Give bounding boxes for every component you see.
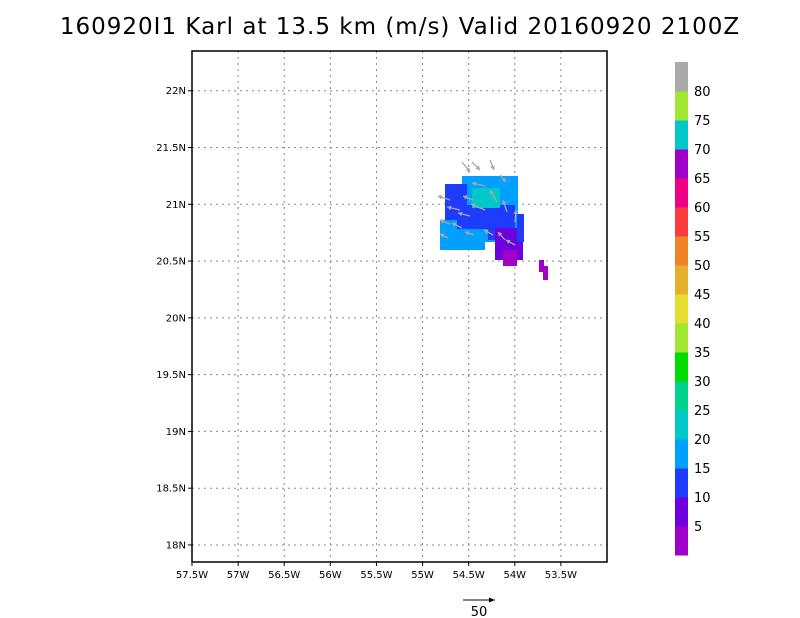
colorbar-label: 65 (694, 172, 711, 187)
lat-tick-label: 20N (166, 313, 186, 324)
colorbar-segment (675, 149, 688, 179)
colorbar-segment (675, 91, 688, 121)
wind-vector-head (465, 167, 470, 172)
lat-tick-label: 20.5N (156, 257, 186, 268)
lon-tick-label: 56.5W (268, 570, 300, 581)
colorbar-label: 15 (694, 462, 711, 477)
wind-vector-head (501, 177, 506, 182)
lon-tick-label: 57.5W (176, 570, 208, 581)
colorbar-label: 60 (694, 201, 711, 216)
colorbar-label: 5 (694, 520, 702, 535)
wind-vector-head (501, 200, 507, 205)
wind-speed-cell (517, 214, 524, 242)
colorbar-segment (675, 294, 688, 324)
lon-tick-label: 54W (503, 570, 526, 581)
colorbar-label: 55 (694, 230, 711, 245)
lon-tick-label: 56W (319, 570, 342, 581)
lon-tick-label: 54.5W (453, 570, 485, 581)
wind-vector-head (471, 203, 476, 208)
wind-vector-head (490, 165, 495, 170)
colorbar-label: 75 (694, 114, 711, 129)
colorbar-label: 10 (694, 491, 711, 506)
wind-vector-head (498, 232, 503, 237)
wind-vector-head (440, 233, 445, 238)
latitude-axis: 22N 21.5N 21N 20.5N 20N 19.5N 19N 18.5N 18N (156, 86, 192, 551)
lon-tick-label: 57W (227, 570, 250, 581)
colorbar-segment (675, 352, 688, 382)
grid-lines (191, 51, 607, 562)
colorbar-segment (675, 410, 688, 440)
wind-vector-head (472, 181, 477, 187)
wind-speed-cell (472, 188, 500, 208)
wind-vector-head (458, 211, 463, 217)
colorbar-segment (675, 120, 688, 150)
lat-tick-label: 19.5N (156, 370, 186, 381)
colorbar-segment (675, 468, 688, 498)
colorbar-label: 50 (694, 259, 711, 274)
wind-vector-head (484, 229, 489, 235)
colorbar-label: 40 (694, 317, 711, 332)
wind-speed-cell (503, 250, 517, 266)
lat-tick-label: 21.5N (156, 143, 186, 154)
colorbar-segment (675, 526, 688, 556)
colorbar-segment (675, 265, 688, 295)
lat-tick-label: 19N (166, 427, 186, 438)
colorbar-segment (675, 497, 688, 527)
wind-vector-head (465, 230, 470, 236)
wind-speed-cell (539, 260, 544, 272)
wind-vector-head (513, 210, 519, 215)
wind-speed-field (440, 176, 548, 280)
wind-vector-head (438, 194, 443, 200)
longitude-axis: 57.5W 57W 56.5W 56W 55.5W 55W 54.5W 54W 53.5W (176, 562, 577, 581)
lat-tick-label: 22N (166, 86, 186, 97)
wind-vector-head (475, 165, 480, 170)
wind-vectors (437, 159, 519, 246)
colorbar-label: 80 (694, 85, 711, 100)
wind-vector-head (447, 205, 452, 211)
wind-vector-head (463, 195, 468, 200)
lon-tick-label: 53.5W (545, 570, 577, 581)
colorbar-segment (675, 323, 688, 353)
wind-vector-head (489, 190, 495, 195)
lat-tick-label: 18N (166, 540, 186, 551)
colorbar-label: 30 (694, 375, 711, 390)
reference-arrow-head (489, 597, 495, 603)
colorbar: 5 10 15 20 25 30 35 40 45 50 55 60 65 70 75 80 (675, 62, 711, 556)
wind-vector-head (440, 219, 445, 224)
colorbar-label: 70 (694, 143, 711, 158)
colorbar-segment (675, 439, 688, 469)
lat-tick-label: 21N (166, 200, 186, 211)
colorbar-segment (675, 381, 688, 411)
lat-tick-label: 18.5N (156, 484, 186, 495)
colorbar-segment (675, 178, 688, 208)
wind-vector-head (506, 239, 511, 245)
plot-title: 160920I1 Karl at 13.5 km (m/s) Valid 201… (59, 14, 741, 40)
colorbar-label: 45 (694, 288, 711, 303)
colorbar-label: 25 (694, 404, 711, 419)
colorbar-label: 35 (694, 346, 711, 361)
colorbar-segment (675, 207, 688, 237)
wind-vector-head (452, 222, 457, 227)
reference-vector: 50 (463, 597, 495, 618)
colorbar-segment (675, 236, 688, 266)
colorbar-label: 20 (694, 433, 711, 448)
map-frame (191, 50, 608, 563)
lon-tick-label: 55W (411, 570, 434, 581)
lon-tick-label: 55.5W (360, 570, 392, 581)
reference-vector-label: 50 (471, 605, 488, 618)
wind-speed-cell (543, 266, 548, 280)
colorbar-segment (675, 62, 688, 92)
